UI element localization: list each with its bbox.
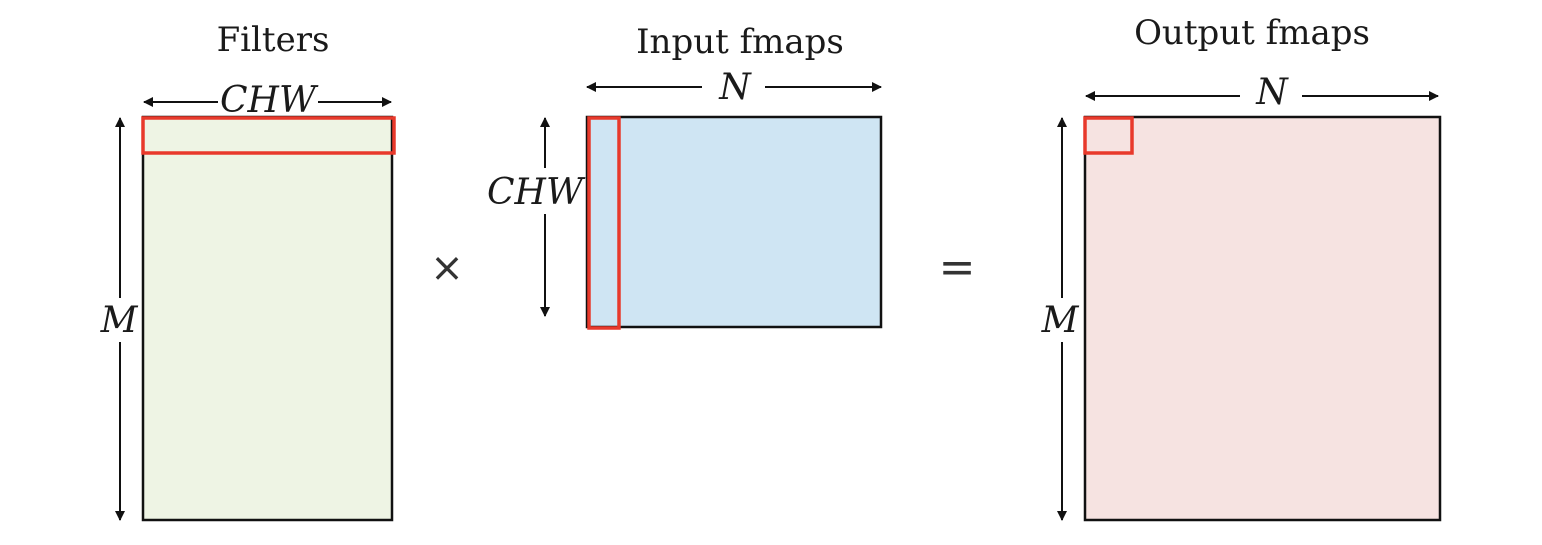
filters-title: Filters xyxy=(217,20,330,60)
output-height-label: M xyxy=(1041,300,1080,341)
filters-row-highlight xyxy=(141,116,396,155)
input-title: Input fmaps xyxy=(636,22,844,62)
filters-group: Filters CHW M xyxy=(100,20,396,522)
output-width-label: N xyxy=(1255,72,1289,113)
output-element-highlight xyxy=(1083,116,1134,155)
filters-height-label: M xyxy=(100,300,139,341)
filters-width-label: CHW xyxy=(220,80,319,121)
output-matrix xyxy=(1083,115,1442,522)
input-width-label: N xyxy=(718,67,752,108)
input-column-highlight xyxy=(587,116,621,330)
output-group: Output fmaps N M xyxy=(1041,13,1442,522)
input-group: Input fmaps N CHW xyxy=(487,22,883,330)
filters-matrix xyxy=(141,115,394,522)
equals-symbol: = xyxy=(939,242,976,293)
multiply-symbol: × xyxy=(430,245,464,291)
output-title: Output fmaps xyxy=(1134,13,1370,53)
input-height-label: CHW xyxy=(487,172,586,213)
input-matrix xyxy=(585,115,883,329)
